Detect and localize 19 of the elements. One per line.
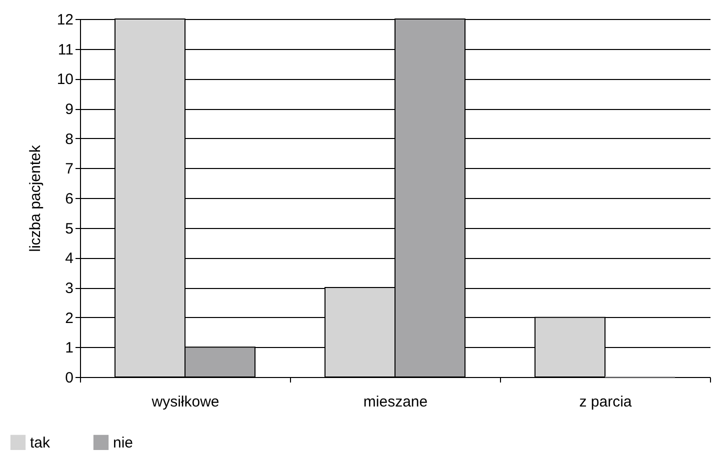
y-axis-title: liczba pacjentek — [26, 144, 44, 252]
y-tick-label: 9 — [65, 101, 74, 118]
y-tick-label: 3 — [65, 280, 74, 297]
y-tick-label: 7 — [65, 160, 74, 178]
y-tick-label: 8 — [65, 130, 74, 148]
y-tick-label: 5 — [65, 220, 74, 238]
x-tick-label: mieszane — [363, 394, 428, 410]
y-tick-label: 4 — [65, 250, 74, 268]
y-tick-label: 6 — [65, 190, 74, 208]
legend-label: nie — [113, 434, 134, 452]
legend-label: tak — [30, 434, 51, 452]
x-tick-label: z parcia — [579, 394, 632, 410]
y-tick-label: 12 — [56, 12, 74, 28]
y-tick-label: 1 — [65, 340, 74, 357]
y-tick-label: 0 — [65, 370, 74, 386]
x-tick-label: wysiłkowe — [150, 394, 220, 410]
y-tick-label: 2 — [65, 310, 74, 327]
y-tick-label: 10 — [56, 71, 74, 88]
y-tick-label: 11 — [58, 41, 74, 58]
